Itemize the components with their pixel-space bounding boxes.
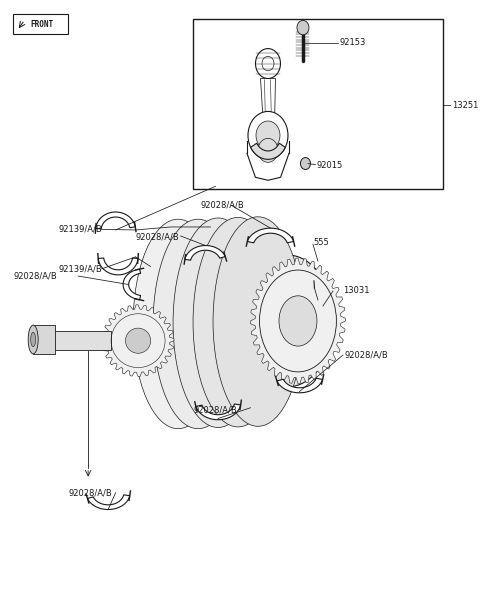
Circle shape: [258, 139, 278, 163]
Polygon shape: [51, 331, 111, 350]
Ellipse shape: [133, 219, 223, 429]
Text: FRONT: FRONT: [30, 20, 53, 29]
Polygon shape: [250, 258, 345, 384]
Polygon shape: [247, 228, 294, 243]
Polygon shape: [102, 305, 174, 377]
Circle shape: [297, 20, 309, 35]
Polygon shape: [96, 212, 135, 229]
Text: 92139/A/B: 92139/A/B: [58, 265, 102, 274]
Text: 13251: 13251: [452, 101, 478, 110]
Ellipse shape: [125, 328, 151, 353]
Ellipse shape: [28, 325, 38, 354]
Polygon shape: [88, 495, 130, 509]
Polygon shape: [277, 378, 323, 393]
Ellipse shape: [193, 217, 283, 427]
Polygon shape: [250, 143, 285, 160]
Text: 92153: 92153: [340, 38, 366, 47]
Text: 555: 555: [313, 238, 329, 247]
Polygon shape: [33, 325, 55, 354]
Polygon shape: [185, 245, 225, 260]
Polygon shape: [13, 14, 68, 34]
Text: 13031: 13031: [343, 286, 369, 295]
Text: 92028/A/B: 92028/A/B: [200, 201, 244, 210]
Ellipse shape: [173, 218, 263, 428]
Circle shape: [256, 121, 280, 150]
Text: 92028/A/B: 92028/A/B: [344, 350, 388, 359]
Ellipse shape: [213, 217, 303, 427]
Text: 92028/A/B: 92028/A/B: [193, 405, 237, 414]
Polygon shape: [98, 258, 138, 275]
Text: 92028/A/B: 92028/A/B: [136, 232, 179, 241]
Circle shape: [256, 49, 281, 79]
Polygon shape: [196, 404, 240, 420]
Ellipse shape: [31, 332, 36, 347]
Polygon shape: [261, 79, 276, 127]
Text: 92028/A/B: 92028/A/B: [13, 272, 57, 281]
Ellipse shape: [153, 219, 243, 429]
Polygon shape: [123, 269, 141, 300]
Text: 92028/A/B: 92028/A/B: [68, 488, 112, 497]
Ellipse shape: [243, 255, 333, 387]
Text: 92139/A/B: 92139/A/B: [58, 225, 102, 234]
Circle shape: [248, 112, 288, 160]
Circle shape: [301, 158, 311, 170]
Bar: [193, 19, 443, 189]
Ellipse shape: [279, 296, 317, 346]
Text: 92015: 92015: [317, 161, 343, 170]
